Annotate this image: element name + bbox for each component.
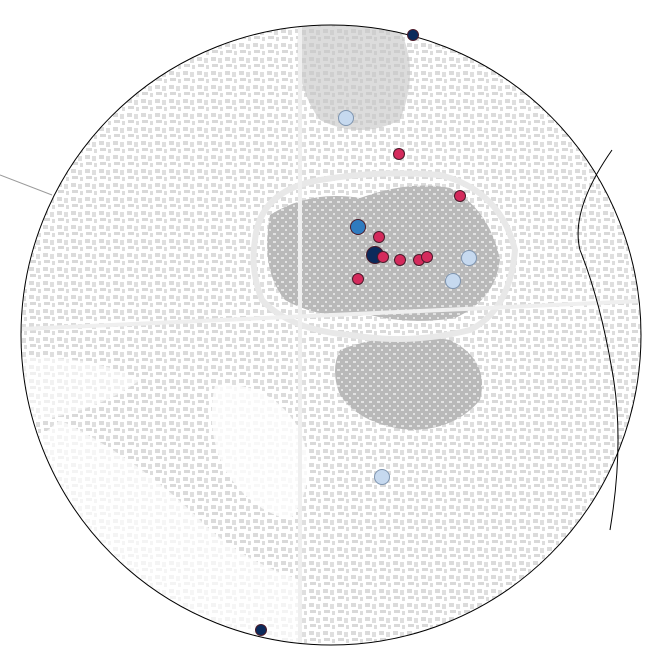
map-marker-dark-navy[interactable]	[407, 29, 419, 41]
map-marker-crimson[interactable]	[393, 148, 405, 160]
map-marker-crimson[interactable]	[421, 251, 433, 263]
map-marker-mid-blue[interactable]	[350, 219, 366, 235]
north-district	[297, 25, 410, 130]
map-marker-crimson[interactable]	[352, 273, 364, 285]
south-core	[335, 336, 482, 430]
road-ew	[21, 298, 641, 332]
map-marker-crimson[interactable]	[373, 231, 385, 243]
map-marker-light-blue[interactable]	[445, 273, 461, 289]
map-marker-crimson[interactable]	[377, 251, 389, 263]
river-area	[211, 384, 308, 520]
map-marker-light-blue[interactable]	[374, 469, 390, 485]
adjacent-circle-boundary	[577, 149, 619, 531]
map-marker-crimson[interactable]	[394, 254, 406, 266]
map-marker-light-blue[interactable]	[461, 250, 477, 266]
marker-layer	[255, 29, 477, 636]
map-boundary-circle	[20, 24, 642, 646]
map-marker-crimson[interactable]	[454, 190, 466, 202]
map-marker-dark-navy[interactable]	[255, 624, 267, 636]
leader-line	[0, 174, 53, 196]
map-marker-light-blue[interactable]	[338, 110, 354, 126]
open-space-w	[21, 357, 140, 420]
